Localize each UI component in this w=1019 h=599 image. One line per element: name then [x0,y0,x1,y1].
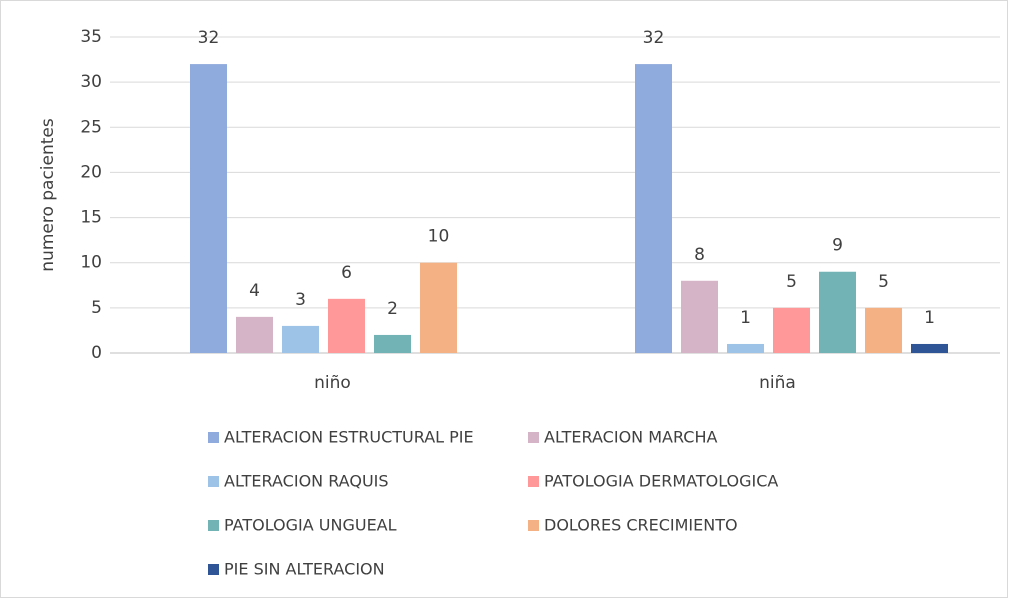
legend-label: PATOLOGIA UNGUEAL [224,516,397,535]
y-tick-label: 25 [80,117,102,137]
data-label: 5 [786,272,797,292]
legend-swatch [528,476,539,487]
y-tick-label: 10 [80,253,102,273]
bar [911,343,948,353]
bar [420,262,457,353]
y-tick-label: 30 [80,72,102,92]
y-tick-label: 35 [80,27,102,47]
y-tick-label: 5 [91,298,102,318]
legend-swatch [208,564,219,575]
data-label: 9 [832,236,843,256]
legend-swatch [208,520,219,531]
data-label: 10 [428,227,450,247]
legend-label: ALTERACION ESTRUCTURAL PIE [224,428,474,447]
legend-label: DOLORES CRECIMIENTO [544,516,738,535]
bar [282,325,319,353]
bar [374,334,411,353]
y-tick-label: 20 [80,162,102,182]
bar [190,64,227,353]
bar [865,307,902,353]
y-tick-label: 0 [91,343,102,363]
legend-label: ALTERACION MARCHA [544,428,717,447]
x-tick-label: niña [759,373,796,393]
legend-swatch [208,432,219,443]
bar [236,316,273,353]
bar [328,298,365,353]
legend-label: PIE SIN ALTERACION [224,560,385,579]
data-label: 5 [878,272,889,292]
bar [681,280,718,353]
data-label: 2 [387,299,398,319]
bar [635,64,672,353]
data-label: 4 [249,281,260,301]
bar [819,271,856,353]
legend-swatch [528,432,539,443]
legend-swatch [208,476,219,487]
x-tick-label: niño [314,373,351,393]
data-label: 1 [924,308,935,328]
legend-swatch [528,520,539,531]
data-label: 1 [740,308,751,328]
bar [727,343,764,353]
data-label: 6 [341,263,352,283]
y-tick-label: 15 [80,208,102,228]
legend-label: ALTERACION RAQUIS [224,472,389,491]
legend-label: PATOLOGIA DERMATOLOGICA [544,472,778,491]
data-label: 3 [295,290,306,310]
data-label: 8 [694,245,705,265]
data-label: 32 [198,28,220,48]
data-label: 32 [643,28,665,48]
y-axis-label: numero pacientes [38,118,58,272]
bar [773,307,810,353]
